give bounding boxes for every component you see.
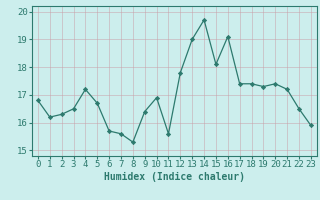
X-axis label: Humidex (Indice chaleur): Humidex (Indice chaleur)	[104, 172, 245, 182]
